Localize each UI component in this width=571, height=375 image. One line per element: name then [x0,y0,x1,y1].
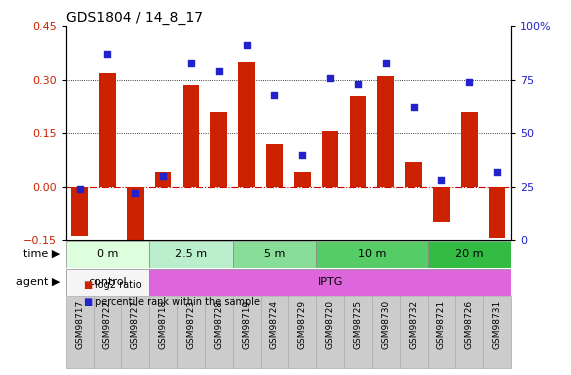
Text: GSM98730: GSM98730 [381,300,391,349]
Text: percentile rank within the sample: percentile rank within the sample [95,297,260,307]
Point [75,186,84,192]
Text: ■: ■ [83,280,92,290]
Bar [428,241,511,268]
Point [493,169,502,175]
Bar [456,296,483,368]
Text: 10 m: 10 m [357,249,386,259]
Point [409,105,418,111]
Text: GSM98723: GSM98723 [186,300,195,349]
Bar [149,296,177,368]
Bar [400,296,428,368]
Point [103,51,112,57]
Text: ■: ■ [83,297,92,307]
Text: GSM98725: GSM98725 [353,300,363,349]
Bar [433,187,450,222]
Point [437,177,446,183]
Bar [99,73,116,187]
Text: GSM98721: GSM98721 [437,300,446,349]
Bar [122,296,149,368]
Text: GSM98720: GSM98720 [325,300,335,349]
Text: time ▶: time ▶ [23,249,60,259]
Bar [322,131,339,187]
Bar [238,62,255,187]
Bar [233,296,260,368]
Bar [316,296,344,368]
Bar [66,268,149,296]
Bar [66,296,94,368]
Bar [266,144,283,187]
Bar [349,96,367,187]
Point [270,92,279,98]
Text: GSM98731: GSM98731 [493,300,502,349]
Point [353,81,363,87]
Bar [149,241,233,268]
Bar [233,241,316,268]
Bar [71,187,88,237]
Text: GSM98727: GSM98727 [131,300,140,349]
Point [325,75,335,81]
Text: GSM98728: GSM98728 [214,300,223,349]
Text: IPTG: IPTG [317,277,343,287]
Bar [94,296,122,368]
Point [242,42,251,48]
Point [214,68,223,74]
Text: control: control [88,277,127,287]
Text: GSM98724: GSM98724 [270,300,279,349]
Text: GSM98717: GSM98717 [75,300,84,349]
Bar [461,112,477,187]
Bar [210,112,227,187]
Text: log2 ratio: log2 ratio [95,280,142,290]
Point [297,152,307,157]
Text: 20 m: 20 m [455,249,484,259]
Point [186,60,195,66]
Bar [66,241,149,268]
Text: GSM98718: GSM98718 [159,300,168,349]
Text: GSM98722: GSM98722 [103,300,112,349]
Text: 5 m: 5 m [264,249,285,259]
Bar [489,187,505,238]
Bar [260,296,288,368]
Bar [205,296,233,368]
Text: agent ▶: agent ▶ [15,277,60,287]
Bar [316,241,428,268]
Text: GSM98726: GSM98726 [465,300,474,349]
Point [465,79,474,85]
Bar [428,296,456,368]
Bar [183,85,199,187]
Point [381,60,391,66]
Text: GSM98719: GSM98719 [242,300,251,349]
Bar [155,172,171,187]
Bar [483,296,511,368]
Text: GDS1804 / 14_8_17: GDS1804 / 14_8_17 [66,11,203,25]
Text: 2.5 m: 2.5 m [175,249,207,259]
Bar [288,296,316,368]
Bar [177,296,205,368]
Bar [377,76,394,187]
Bar [127,187,144,247]
Bar [344,296,372,368]
Text: GSM98729: GSM98729 [297,300,307,349]
Bar [405,162,422,187]
Bar [294,172,311,187]
Bar [372,296,400,368]
Text: GSM98732: GSM98732 [409,300,418,349]
Point [159,173,168,179]
Text: 0 m: 0 m [96,249,118,259]
Bar [149,268,511,296]
Point [131,190,140,196]
